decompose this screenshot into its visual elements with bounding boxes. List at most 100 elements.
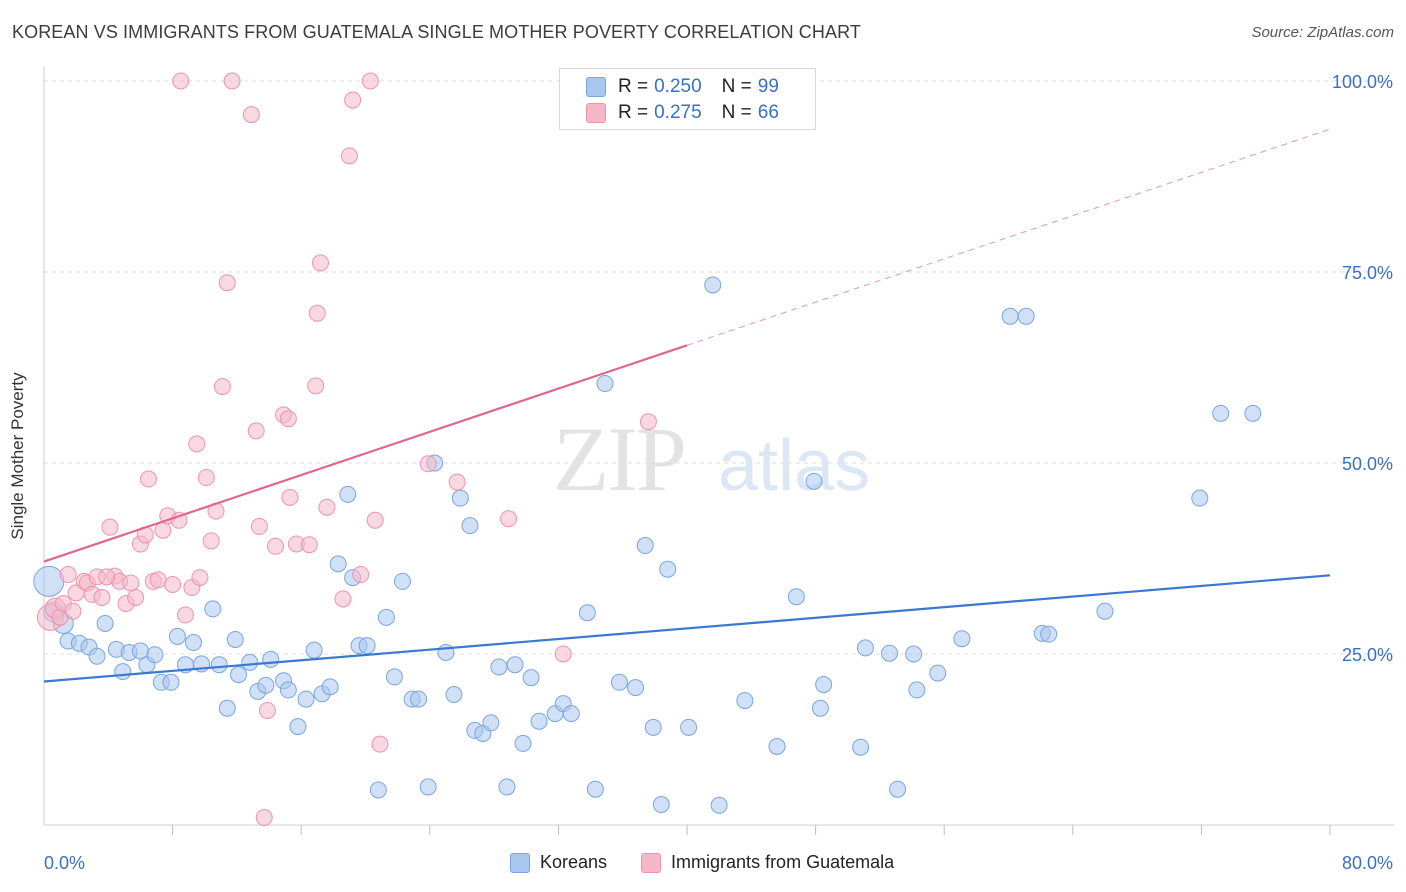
korean-point	[279, 681, 297, 699]
guatemala-point	[197, 469, 215, 487]
guatemala-r-label: R =	[618, 102, 649, 123]
korean-point	[704, 276, 722, 294]
guatemala-point	[554, 645, 572, 663]
guatemala-point	[307, 377, 325, 395]
korean-point	[530, 712, 548, 730]
korean-point	[929, 664, 947, 682]
guatemala-r-value: 0.275	[654, 102, 702, 123]
guatemala-point	[170, 511, 188, 529]
korean-point	[1212, 404, 1230, 422]
y-tick-label: 100.0%	[1332, 72, 1393, 92]
korean-point	[329, 555, 347, 573]
guatemala-point	[242, 106, 260, 124]
korean-point	[168, 627, 186, 645]
guatemala-n-label: N =	[721, 102, 752, 123]
korean-point	[297, 690, 315, 708]
guatemala-point	[258, 702, 276, 720]
axes	[43, 66, 1394, 835]
korean-point	[162, 673, 180, 691]
korean-point	[1040, 625, 1058, 643]
y-tick-label: 50.0%	[1342, 454, 1393, 474]
korean-point	[33, 565, 65, 597]
korean-point	[680, 718, 698, 736]
korean-point	[445, 685, 463, 703]
legend-item-guatemala[interactable]: Immigrants from Guatemala	[641, 852, 894, 873]
guatemala-point	[59, 566, 77, 584]
x-tick-label-end: 80.0%	[1342, 853, 1393, 873]
guatemala-n-value: 66	[757, 102, 779, 123]
guatemala-point	[93, 588, 111, 606]
guatemala-point	[366, 511, 384, 529]
koreans-n-label: N =	[721, 76, 752, 97]
guatemala-point	[176, 606, 194, 624]
korean-point	[805, 472, 823, 490]
korean-point	[218, 699, 236, 717]
guatemala-point	[154, 521, 172, 539]
korean-point	[241, 653, 259, 671]
guatemala-point	[318, 498, 336, 516]
koreans-r-label: R =	[618, 76, 649, 97]
korean-point	[461, 517, 479, 535]
guatemala-point	[448, 473, 466, 491]
korean-trend-line	[43, 574, 1331, 683]
guatemala-point	[334, 590, 352, 608]
koreans-legend-label: Koreans	[540, 852, 608, 872]
guatemala-point	[311, 254, 329, 272]
guatemala-point	[101, 518, 119, 536]
chart-title: KOREAN VS IMMIGRANTS FROM GUATEMALA SING…	[12, 22, 861, 42]
korean-point	[146, 646, 164, 664]
legend-item-koreans[interactable]: Koreans	[510, 852, 607, 873]
guatemala-swatch	[586, 103, 606, 123]
guatemala-point	[188, 435, 206, 453]
guatemala-point	[255, 808, 273, 826]
korean-point	[257, 676, 275, 694]
korean-point	[226, 630, 244, 648]
guatemala-point	[213, 378, 231, 396]
guatemala-point	[122, 574, 140, 592]
korean-point	[490, 658, 508, 676]
korean-point	[815, 676, 833, 694]
series-legend: Koreans Immigrants from Guatemala	[510, 852, 928, 873]
guatemala-point	[202, 532, 220, 550]
korean-point	[88, 647, 106, 665]
korean-point	[659, 560, 677, 578]
korean-point	[852, 738, 870, 756]
korean-point	[856, 639, 874, 657]
y-tick-label: 25.0%	[1342, 645, 1393, 665]
korean-point	[787, 588, 805, 606]
guatemala-point	[98, 568, 116, 586]
korean-point	[908, 681, 926, 699]
legend-row-guatemala: R = 0.275 N = 66	[586, 101, 779, 125]
stats-legend: R = 0.250 N = 99 R = 0.275 N = 66	[559, 68, 816, 130]
korean-point	[1017, 307, 1035, 325]
guatemala-point	[419, 455, 437, 473]
guatemala-point	[250, 517, 268, 535]
guatemala-point	[279, 410, 297, 428]
y-tick-label: 75.0%	[1342, 263, 1393, 283]
guatemala-point	[223, 72, 241, 90]
guatemala-point	[266, 537, 284, 555]
korean-point	[881, 644, 899, 662]
guatemala-point	[149, 571, 167, 589]
korean-point	[210, 656, 228, 674]
korean-point	[498, 778, 516, 796]
korean-point	[652, 796, 670, 814]
guatemala-point	[172, 72, 190, 90]
korean-point	[1244, 404, 1262, 422]
watermark: ZIP atlas	[553, 408, 870, 510]
korean-point	[506, 656, 524, 674]
guatemala-point	[191, 569, 209, 587]
guatemala-points	[36, 72, 657, 826]
korean-point	[410, 690, 428, 708]
korean-point	[1096, 602, 1114, 620]
guatemala-point	[127, 588, 145, 606]
koreans-legend-swatch	[510, 852, 530, 873]
korean-point	[393, 572, 411, 590]
korean-point	[1191, 489, 1209, 507]
korean-point	[811, 699, 829, 717]
korean-point	[610, 673, 628, 691]
korean-point	[114, 663, 132, 681]
korean-point	[578, 604, 596, 622]
guatemala-point	[218, 274, 236, 292]
